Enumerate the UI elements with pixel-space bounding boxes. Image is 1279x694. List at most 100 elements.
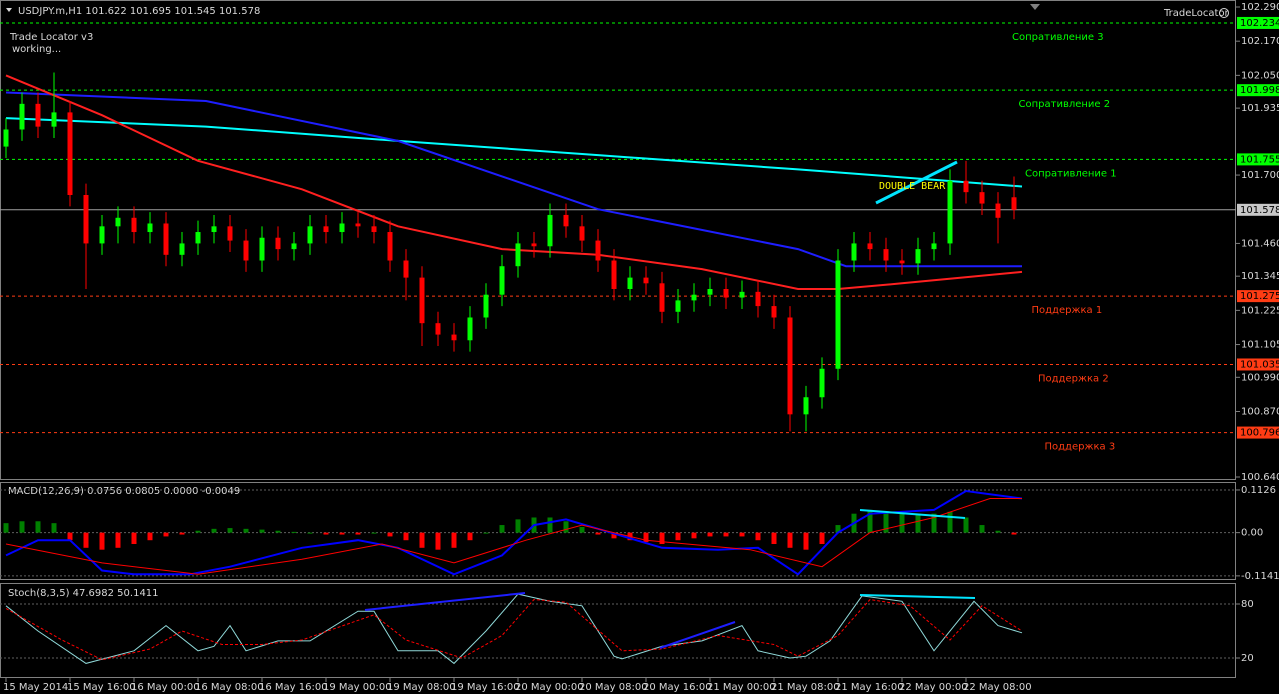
candle-body	[19, 103, 25, 130]
histogram-bar	[131, 532, 137, 545]
histogram-bar	[3, 523, 9, 533]
y-tick-label: 102.170	[1241, 36, 1279, 47]
candle-body	[323, 226, 329, 233]
histogram-bar	[67, 532, 73, 541]
histogram-bar	[595, 532, 601, 535]
candle-body	[451, 334, 457, 341]
candle-body	[147, 223, 153, 233]
shift-marker	[1030, 4, 1040, 10]
histogram-bar	[387, 532, 393, 537]
candle-body	[963, 180, 969, 193]
x-tick-label: 21 May 16:00	[835, 682, 904, 693]
logo-icon	[1219, 8, 1229, 18]
candle-body	[259, 237, 265, 261]
histogram-bar	[163, 532, 169, 537]
y-tick-label: 100.870	[1241, 406, 1279, 417]
candle-body	[787, 317, 793, 415]
candle-body	[1011, 197, 1017, 210]
y-tick-label: 102.290	[1241, 2, 1279, 13]
histogram-bar	[99, 532, 105, 550]
histogram-bar	[451, 532, 457, 548]
histogram-bar	[835, 525, 841, 533]
macd-pane-border	[0, 482, 1236, 580]
histogram-bar	[659, 532, 665, 545]
last-price-marker	[1237, 203, 1279, 216]
histogram-bar	[355, 532, 361, 535]
histogram-bar	[499, 525, 505, 533]
level-marker	[1237, 153, 1279, 166]
y-tick-label: 101.935	[1241, 103, 1279, 114]
price-pane-border	[0, 0, 1236, 480]
x-tick-label: 22 May 08:00	[963, 682, 1032, 693]
y-tick-label: 100.990	[1241, 372, 1279, 383]
level-label: Сопративление 2	[1019, 99, 1111, 110]
histogram-bar	[899, 513, 905, 533]
last-price-label: 101.578	[1240, 205, 1279, 216]
histogram-bar	[339, 532, 345, 535]
x-tick-label: 16 May 00:00	[131, 682, 200, 693]
candle-body	[595, 240, 601, 261]
candle-body	[675, 300, 681, 312]
histogram-bar	[19, 521, 25, 533]
histogram-bar	[883, 511, 889, 533]
candle-body	[403, 260, 409, 278]
x-tick-label: 22 May 00:00	[899, 682, 968, 693]
histogram-bar	[275, 530, 281, 533]
histogram-bar	[691, 532, 697, 539]
histogram-bar	[755, 532, 761, 541]
candle-body	[275, 237, 281, 250]
histogram-bar	[803, 532, 809, 550]
histogram-bar	[579, 526, 585, 533]
candle-body	[291, 243, 297, 250]
candle-body	[531, 243, 537, 247]
histogram-bar	[979, 525, 985, 533]
histogram-bar	[739, 532, 745, 537]
stoch-trendline	[859, 594, 976, 599]
candle-body	[467, 317, 473, 341]
candle-body	[547, 214, 553, 247]
histogram-bar	[115, 532, 121, 548]
histogram-bar	[723, 532, 729, 537]
level-label: Поддержка 3	[1045, 442, 1116, 453]
candle-body	[883, 249, 889, 261]
histogram-bar	[147, 532, 153, 541]
histogram-bar	[611, 532, 617, 539]
candle-body	[371, 226, 377, 233]
y-tick-label: -0.1141	[1241, 571, 1279, 582]
level-marker-label: 100.796	[1240, 428, 1279, 439]
histogram-bar	[483, 532, 489, 534]
histogram-bar	[915, 513, 921, 533]
histogram-bar	[211, 528, 217, 533]
histogram-bar	[243, 528, 249, 533]
stoch-title: Stoch(8,3,5) 47.6982 50.1411	[8, 588, 159, 599]
candle-body	[835, 260, 841, 369]
histogram-bar	[467, 532, 473, 541]
histogram-bar	[227, 528, 233, 533]
candle-body	[611, 260, 617, 289]
candle-body	[419, 277, 425, 324]
histogram-bar	[259, 529, 265, 533]
level-marker-label: 102.234	[1240, 18, 1279, 29]
x-tick-label: 15 May 16:00	[67, 682, 136, 693]
level-label: Сопративление 1	[1025, 168, 1117, 179]
candle-body	[35, 103, 41, 127]
level-marker-label: 101.035	[1240, 359, 1279, 370]
histogram-bar	[515, 519, 521, 533]
indicator-line	[5, 117, 1023, 188]
candle-body	[563, 214, 569, 227]
menu-arrow[interactable]	[6, 8, 12, 12]
x-tick-label: 21 May 08:00	[771, 682, 840, 693]
candle-body	[163, 223, 169, 255]
x-tick-label: 20 May 16:00	[643, 682, 712, 693]
level-marker	[1237, 84, 1279, 97]
trendline	[875, 160, 958, 205]
candle-body	[627, 277, 633, 289]
histogram-bar	[643, 532, 649, 543]
candle-body	[179, 243, 185, 255]
macd-title: MACD(12,26,9) 0.0756 0.0805 0.0000 -0.00…	[8, 486, 240, 497]
candle-body	[115, 217, 121, 227]
macd-trendline	[859, 509, 966, 519]
candle-body	[483, 294, 489, 318]
x-tick-label: 20 May 08:00	[579, 682, 648, 693]
